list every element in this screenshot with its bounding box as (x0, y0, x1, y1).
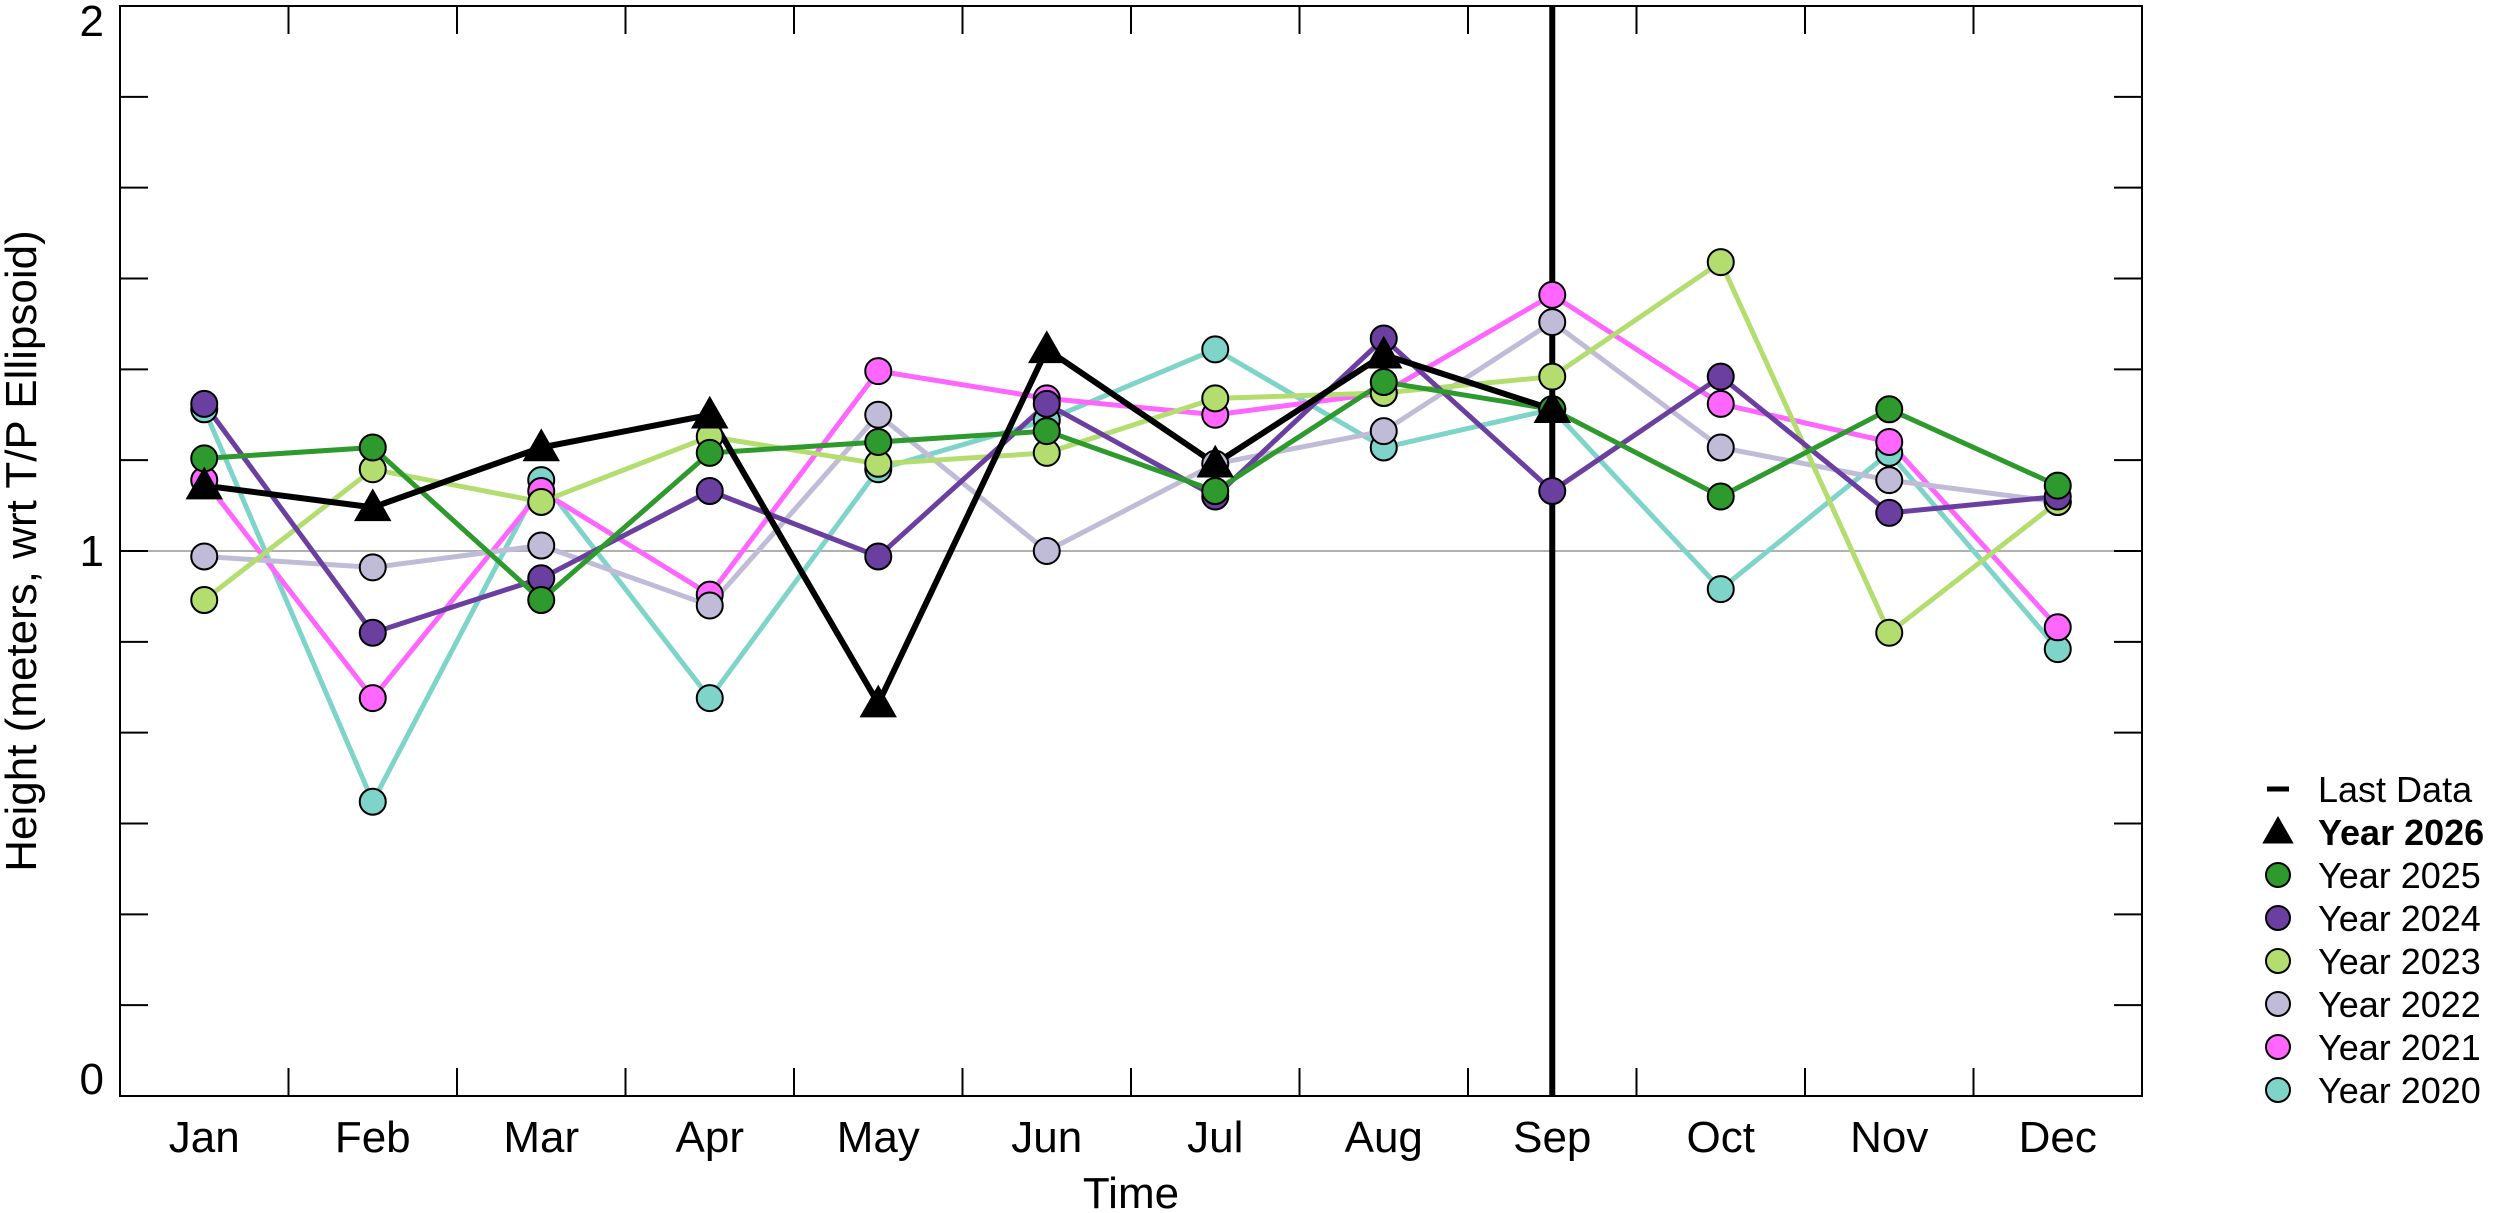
legend-label: Year 2026 (2318, 812, 2484, 853)
axes: 0 1 2 Jan Feb Mar Apr May Jun Jul Aug Sep Oct Nov Dec (80, 0, 2142, 1162)
axis-labels: Time Height (meters, wrt T/P Ellipsoid) (0, 230, 1179, 1213)
data-point (1706, 482, 1735, 511)
data-point (1032, 537, 1061, 565)
legend-circle-swatch (2265, 862, 2291, 888)
x-tick-label: Nov (1850, 1113, 1928, 1162)
data-point (1369, 417, 1398, 446)
data-point-triangle (1028, 330, 1066, 364)
x-tick-label: Jun (1011, 1113, 1082, 1162)
data-point-triangle (1365, 335, 1403, 369)
series-line (204, 379, 2059, 603)
data-point (190, 586, 219, 615)
series-line (202, 259, 2060, 636)
data-point (1201, 477, 1230, 506)
data-point (1369, 368, 1398, 397)
y-tick-label: 0 (80, 1055, 104, 1104)
series-line (204, 319, 2059, 608)
data-point (1706, 389, 1735, 418)
data-point (527, 487, 556, 516)
legend-circle-swatch (2265, 905, 2291, 931)
data-point (695, 591, 724, 620)
legend-label: Year 2025 (2318, 855, 2481, 896)
legend-circle-swatch (2265, 1077, 2291, 1103)
x-tick-label: Sep (1513, 1113, 1591, 1162)
data-point (527, 586, 556, 615)
data-point (1875, 618, 1904, 647)
legend-label: Year 2020 (2318, 1070, 2481, 1111)
x-tick-label: Apr (676, 1113, 744, 1162)
y-tick-label: 2 (80, 0, 104, 46)
legend-triangle-swatch (2262, 815, 2294, 844)
data-point (1538, 362, 1567, 391)
y-axis-title: Height (meters, wrt T/P Ellipsoid) (0, 230, 46, 871)
legend-label: Year 2024 (2318, 898, 2481, 939)
data-point (695, 684, 724, 713)
legend-label: Year 2022 (2318, 984, 2481, 1025)
legend-label: Year 2023 (2318, 941, 2481, 982)
series-markers (185, 248, 2072, 816)
data-point (190, 389, 219, 418)
data-point (1538, 477, 1567, 506)
data-point (864, 428, 893, 456)
data-point-triangle (859, 684, 897, 718)
data-point (358, 684, 387, 713)
legend-circle-swatch (2265, 1034, 2291, 1060)
data-point-triangle (1196, 444, 1234, 478)
data-point (864, 400, 893, 429)
x-tick-label: Oct (1687, 1113, 1755, 1162)
x-tick-label: Aug (1345, 1113, 1423, 1162)
series-line (202, 336, 2059, 636)
legend-circle-swatch (2265, 991, 2291, 1017)
x-axis-title: Time (1083, 1169, 1179, 1213)
x-tick-label: Jan (169, 1113, 240, 1162)
data-point (695, 477, 724, 506)
legend-label: Last Data (2318, 769, 2473, 810)
x-tick-label: Dec (2019, 1113, 2097, 1162)
data-point (2043, 471, 2072, 500)
data-point (1538, 280, 1567, 309)
legend-circle-swatch (2265, 948, 2291, 974)
data-point (190, 542, 219, 571)
data-point (2043, 613, 2072, 642)
data-point (358, 618, 387, 647)
data-point (695, 438, 724, 467)
data-point (1706, 433, 1735, 462)
data-point (1706, 362, 1735, 391)
x-tick-label: Feb (335, 1113, 411, 1162)
series-line (202, 346, 2060, 805)
data-point (358, 433, 387, 462)
data-point (1875, 498, 1904, 527)
data-point (1706, 248, 1735, 277)
y-tick-label: 1 (80, 527, 104, 576)
series-lines (202, 6, 2060, 1096)
x-tick-label: Mar (503, 1113, 579, 1162)
plot-area (119, 5, 2143, 1097)
data-point-triangle (1533, 390, 1571, 424)
data-point (1875, 428, 1904, 456)
data-point (1032, 417, 1061, 446)
data-point-triangle (185, 466, 223, 500)
data-point (1032, 389, 1061, 418)
data-point (1875, 395, 1904, 424)
data-point (1201, 384, 1230, 413)
data-point-triangle (354, 488, 392, 522)
data-point (864, 542, 893, 571)
data-point (527, 531, 556, 560)
x-tick-label: Jul (1187, 1113, 1243, 1162)
data-point (864, 357, 893, 386)
data-point (358, 553, 387, 582)
data-point (1706, 575, 1735, 604)
data-point-triangle (522, 428, 560, 462)
data-point (1201, 335, 1230, 364)
data-point-triangle (691, 395, 729, 429)
data-point (1875, 466, 1904, 495)
x-tick-label: May (837, 1113, 920, 1162)
data-point (1538, 308, 1567, 337)
data-point (358, 787, 387, 816)
legend-label: Year 2021 (2318, 1027, 2481, 1068)
